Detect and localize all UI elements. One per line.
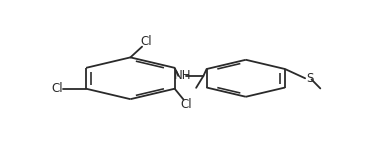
- Text: Cl: Cl: [52, 82, 63, 95]
- Text: Cl: Cl: [141, 35, 152, 48]
- Text: S: S: [307, 72, 314, 85]
- Text: NH: NH: [174, 69, 191, 82]
- Text: Cl: Cl: [181, 98, 192, 111]
